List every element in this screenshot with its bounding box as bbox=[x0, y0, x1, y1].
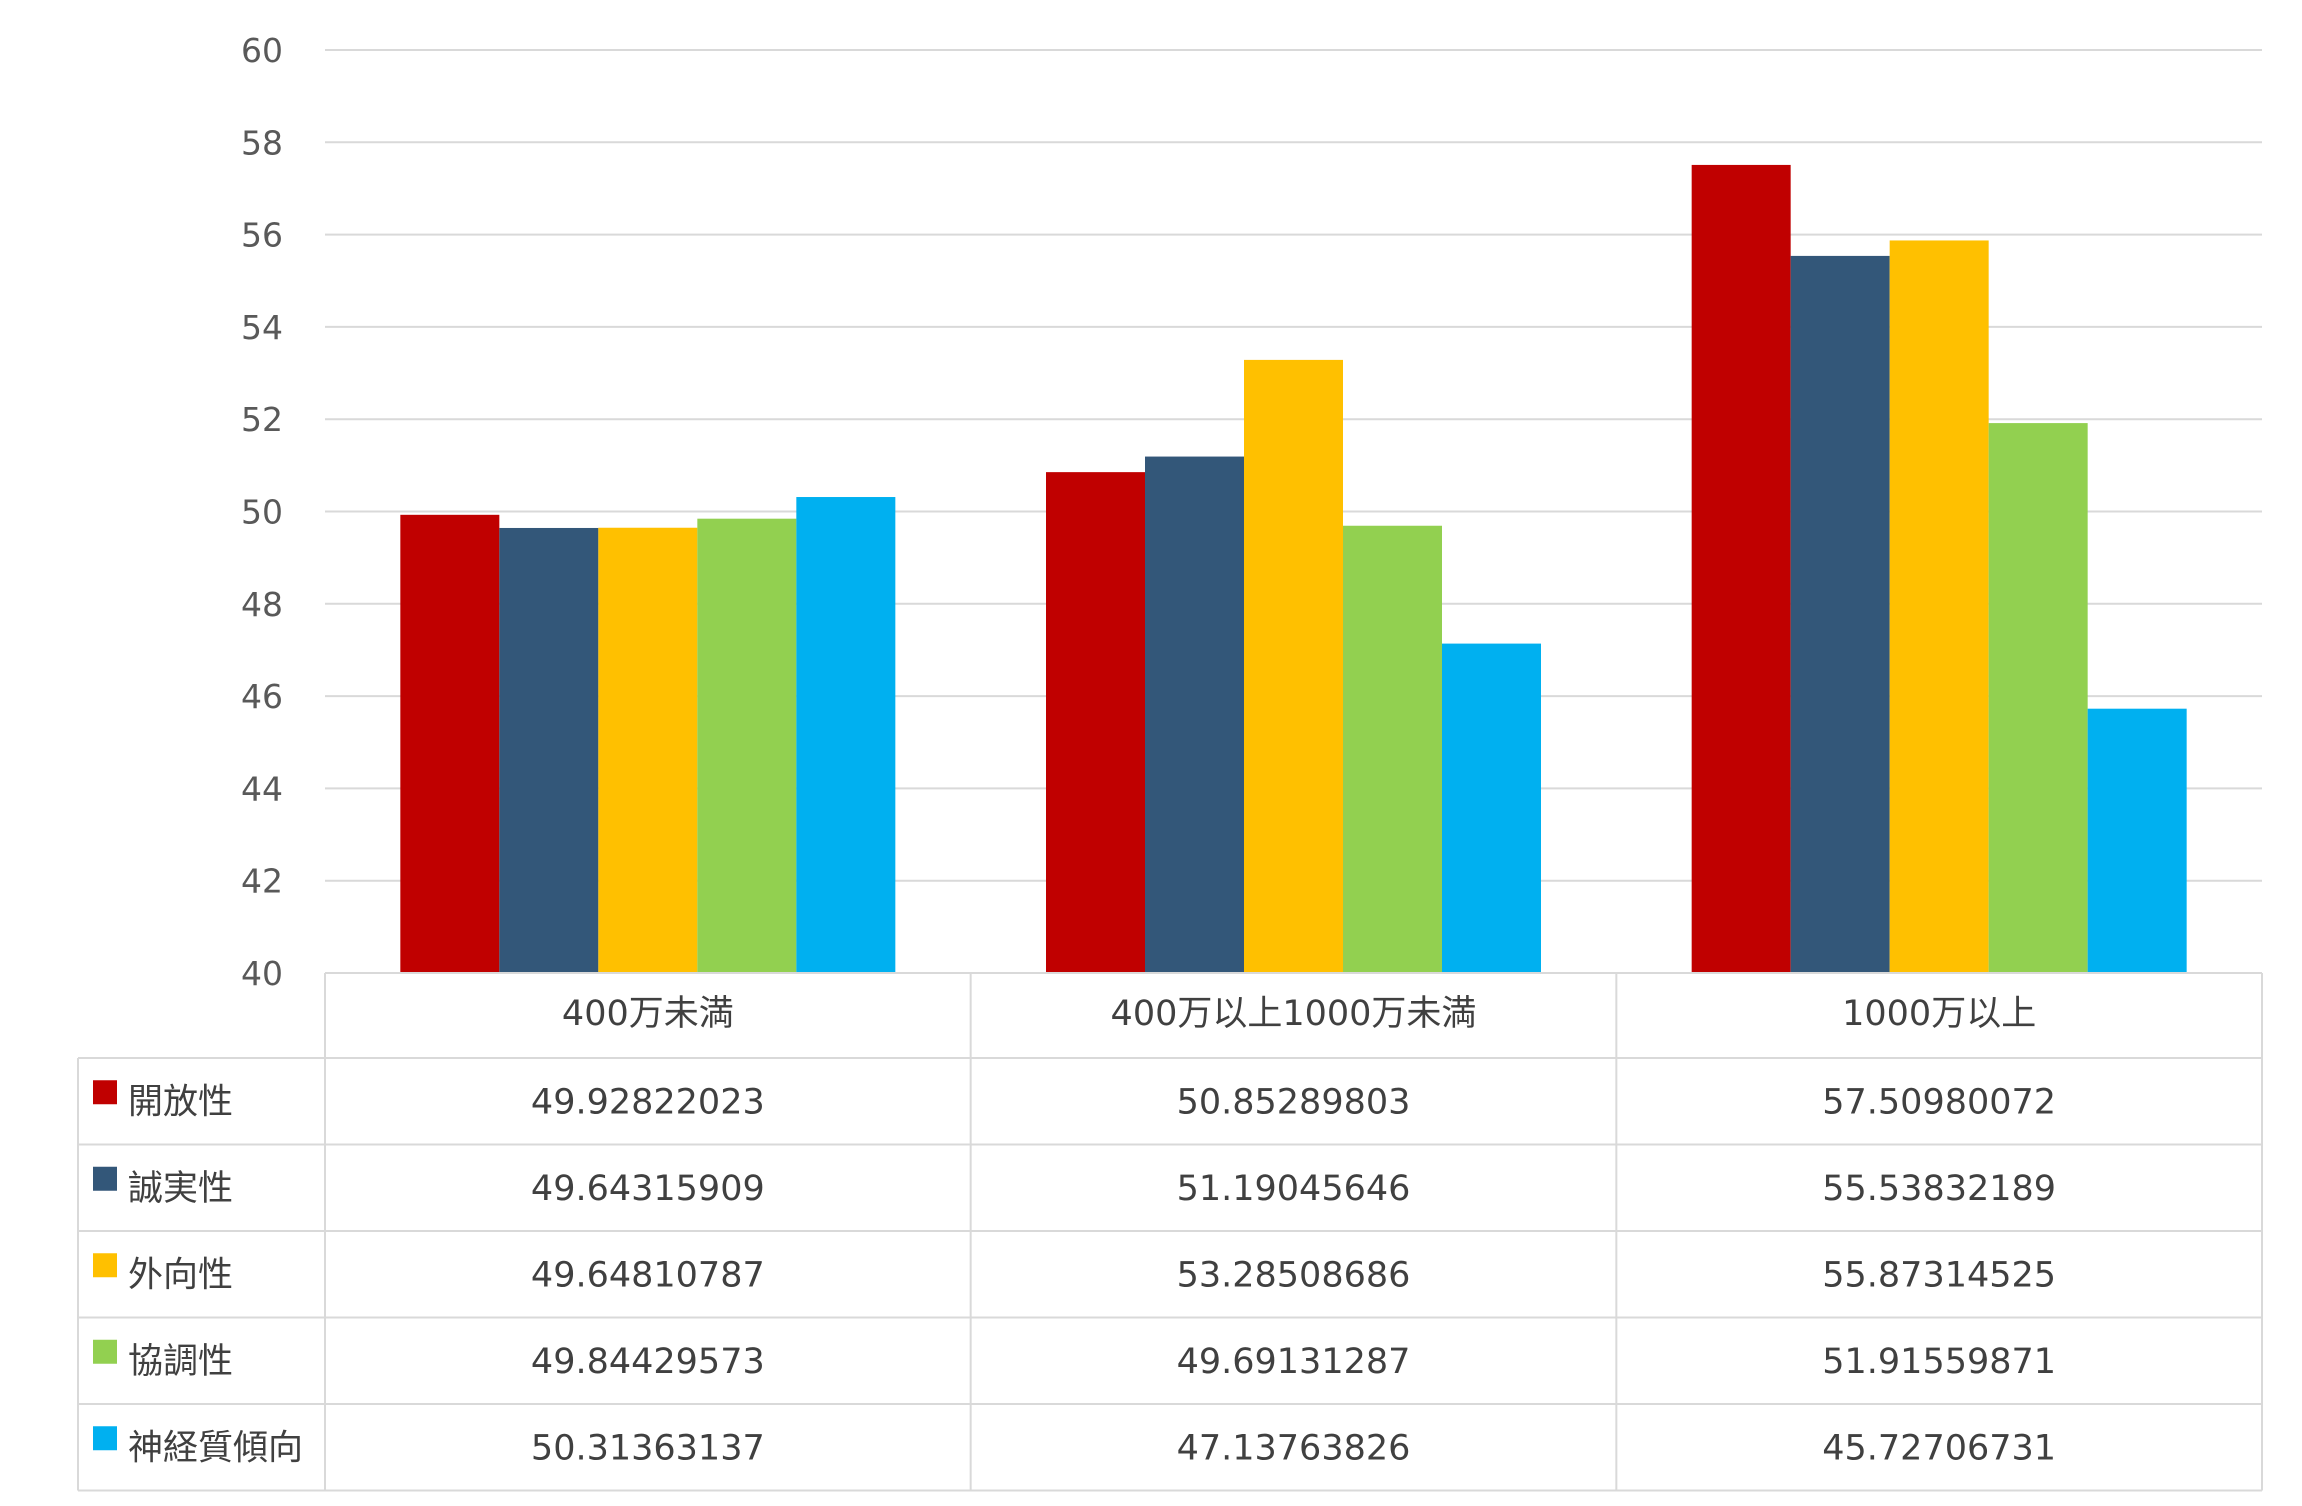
category-label: 1000万以上 bbox=[1842, 994, 2036, 1034]
data-label: 55.53832189 bbox=[1822, 1169, 2056, 1209]
data-label: 50.31363137 bbox=[531, 1428, 765, 1468]
y-tick-label: 46 bbox=[241, 677, 283, 716]
data-label: 53.28508686 bbox=[1177, 1255, 1411, 1295]
legend-key bbox=[93, 1166, 117, 1191]
y-tick-label: 48 bbox=[241, 585, 283, 624]
data-label: 49.64810787 bbox=[531, 1255, 765, 1295]
data-label: 47.13763826 bbox=[1177, 1428, 1411, 1468]
data-label: 49.69131287 bbox=[1177, 1342, 1411, 1382]
data-label: 49.84429573 bbox=[531, 1342, 765, 1382]
series-label: 外向性 bbox=[128, 1255, 233, 1295]
y-tick-label: 52 bbox=[241, 400, 283, 439]
y-tick-label: 54 bbox=[241, 308, 283, 347]
y-tick-label: 50 bbox=[241, 493, 283, 532]
data-label: 45.72706731 bbox=[1822, 1428, 2056, 1468]
data-label: 55.87314525 bbox=[1822, 1255, 2056, 1295]
bar bbox=[1046, 472, 1145, 973]
y-tick-label: 56 bbox=[241, 216, 283, 255]
bar bbox=[1889, 240, 1989, 973]
data-label: 57.50980072 bbox=[1822, 1082, 2056, 1122]
bar bbox=[1442, 643, 1541, 973]
data-label: 49.92822023 bbox=[531, 1082, 765, 1122]
y-tick-label: 60 bbox=[241, 31, 283, 70]
bar bbox=[1691, 164, 1791, 973]
bar bbox=[1343, 525, 1442, 973]
bar bbox=[1790, 255, 1890, 974]
legend-key bbox=[93, 1426, 117, 1451]
bar bbox=[499, 527, 599, 973]
y-tick-label: 42 bbox=[241, 862, 283, 901]
bar bbox=[598, 527, 698, 973]
series-label: 誠実性 bbox=[128, 1169, 233, 1209]
y-tick-label: 40 bbox=[241, 954, 283, 993]
data-label: 50.85289803 bbox=[1177, 1082, 1411, 1122]
category-label: 400万以上1000万未満 bbox=[1111, 994, 1477, 1034]
bar bbox=[400, 514, 500, 973]
series-label: 協調性 bbox=[128, 1342, 233, 1382]
data-label: 51.91559871 bbox=[1822, 1342, 2056, 1382]
y-axis: 40 42 44 46 48 50 52 54 56 58 60 bbox=[241, 31, 283, 993]
legend-key bbox=[93, 1253, 117, 1278]
bar bbox=[697, 518, 797, 973]
data-label: 49.64315909 bbox=[531, 1169, 765, 1209]
bar bbox=[1244, 359, 1343, 973]
bar bbox=[1988, 423, 2088, 974]
category-label: 400万未満 bbox=[562, 994, 734, 1034]
bar bbox=[2087, 708, 2187, 973]
legend-key bbox=[93, 1339, 117, 1364]
series-label: 神経質傾向 bbox=[128, 1428, 303, 1468]
y-tick-label: 44 bbox=[241, 769, 283, 808]
data-label: 51.19045646 bbox=[1177, 1169, 1411, 1209]
bar bbox=[796, 497, 896, 973]
legend-key bbox=[93, 1080, 117, 1105]
y-tick-label: 58 bbox=[241, 123, 283, 162]
bar bbox=[1145, 456, 1244, 973]
series-label: 開放性 bbox=[128, 1082, 233, 1122]
bars bbox=[400, 164, 2187, 974]
